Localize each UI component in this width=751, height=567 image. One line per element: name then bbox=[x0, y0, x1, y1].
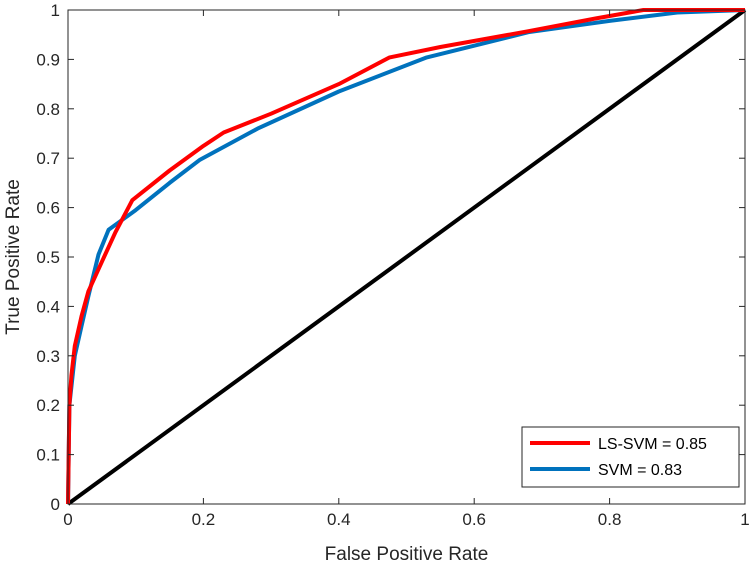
y-tick-label: 0.9 bbox=[36, 50, 60, 69]
y-axis-label: True Positive Rate bbox=[3, 179, 24, 335]
ticks-layer: 0 0.2 0.4 0.6 0.8 1 0 0.1 0.2 0.3 0.4 0.5 0.6 0.7 0.8 0… bbox=[36, 1, 749, 529]
x-tick-label: 0.8 bbox=[598, 510, 622, 529]
series-line-svm bbox=[66, 8, 746, 505]
y-tick-label: 0.3 bbox=[36, 347, 60, 366]
series-line-ls-svm bbox=[66, 8, 745, 505]
series-layer bbox=[66, 8, 747, 506]
x-axis-label: False Positive Rate bbox=[325, 544, 489, 565]
legend-box bbox=[521, 426, 740, 488]
y-tick-label: 0.1 bbox=[36, 446, 60, 465]
y-tick-label: 0.2 bbox=[36, 396, 60, 415]
y-tick-label: 0.5 bbox=[36, 248, 60, 267]
x-tick-label: 0.6 bbox=[462, 510, 486, 529]
y-tick-label: 0.8 bbox=[36, 100, 60, 119]
x-tick-label: 0 bbox=[63, 510, 72, 529]
y-tick-label: 0.7 bbox=[36, 149, 60, 168]
legend-label-ls-svm: LS-SVM = 0.85 bbox=[598, 436, 707, 453]
y-tick-label: 0 bbox=[51, 495, 60, 514]
x-tick-label: 1 bbox=[740, 510, 749, 529]
legend-label-svm: SVM = 0.83 bbox=[598, 462, 682, 479]
y-tick-label: 0.6 bbox=[36, 199, 60, 218]
y-tick-label: 0.4 bbox=[36, 297, 60, 316]
x-tick-label: 0.4 bbox=[327, 510, 351, 529]
series-line-diagonal bbox=[66, 8, 747, 506]
legend: LS-SVM = 0.85 SVM = 0.83 bbox=[521, 426, 740, 488]
y-tick-label: 1 bbox=[51, 1, 60, 20]
x-tick-label: 0.2 bbox=[192, 510, 216, 529]
